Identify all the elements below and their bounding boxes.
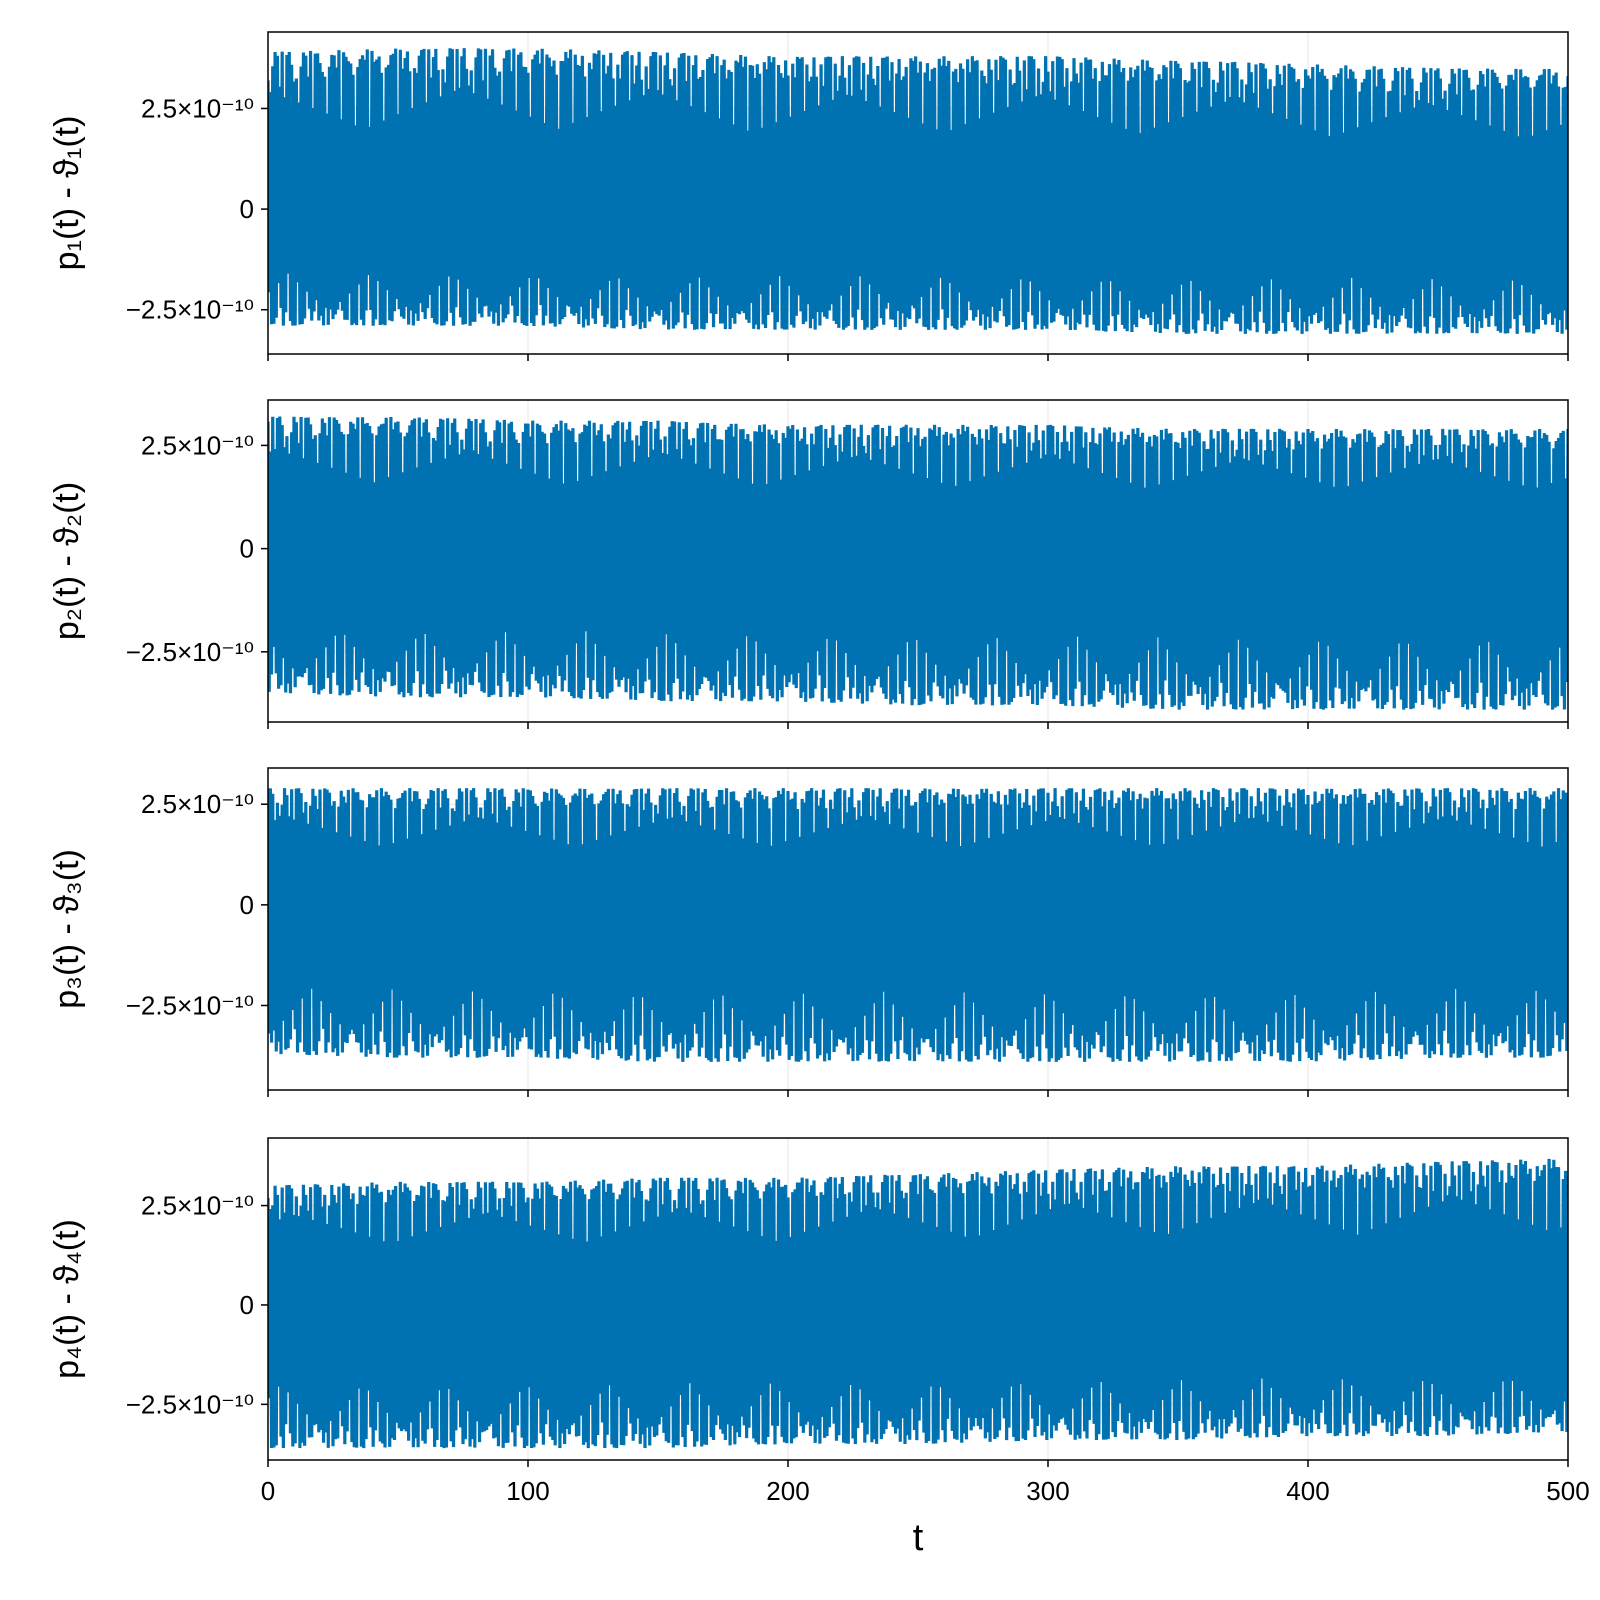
y-tick-label: −2.5×10⁻¹⁰ bbox=[126, 295, 254, 325]
y-axis-label: p₁(t) - ϑ₁(t) bbox=[48, 116, 86, 271]
series-line bbox=[268, 788, 1568, 1062]
panel-1: 2.5×10⁻¹⁰ 0 −2.5×10⁻¹⁰ p₁(t) - ϑ₁(t) bbox=[48, 31, 1569, 361]
plot-frame bbox=[267, 767, 1569, 1091]
y-axis-label: p₂(t) - ϑ₂(t) bbox=[48, 482, 86, 640]
y-tick-label: 2.5×10⁻¹⁰ bbox=[141, 1191, 254, 1221]
panel-4: 2.5×10⁻¹⁰ 0 −2.5×10⁻¹⁰ p₄(t) - ϑ₄(t) 0 100 200… bbox=[48, 1137, 1590, 1559]
y-tick-label: 2.5×10⁻¹⁰ bbox=[141, 93, 254, 123]
y-tick-label: 0 bbox=[240, 890, 254, 920]
y-tick-label: −2.5×10⁻¹⁰ bbox=[126, 637, 254, 667]
y-axis-label: p₃(t) - ϑ₃(t) bbox=[48, 849, 86, 1009]
y-tick-label: −2.5×10⁻¹⁰ bbox=[126, 1389, 254, 1419]
plot-frame bbox=[267, 1137, 1569, 1461]
y-tick-label: 0 bbox=[240, 534, 254, 564]
panel-3: 2.5×10⁻¹⁰ 0 −2.5×10⁻¹⁰ p₃(t) - ϑ₃(t) bbox=[48, 767, 1569, 1097]
x-axis-label: t bbox=[913, 1517, 924, 1559]
x-tick-label: 200 bbox=[766, 1476, 809, 1506]
y-tick-label: 0 bbox=[240, 194, 254, 224]
x-tick-label: 100 bbox=[506, 1476, 549, 1506]
x-tick-label: 400 bbox=[1286, 1476, 1329, 1506]
y-axis-label: p₄(t) - ϑ₄(t) bbox=[48, 1219, 86, 1379]
x-tick-label: 0 bbox=[261, 1476, 275, 1506]
y-tick-label: −2.5×10⁻¹⁰ bbox=[126, 990, 254, 1020]
x-tick-label: 500 bbox=[1546, 1476, 1589, 1506]
panel-2: 2.5×10⁻¹⁰ 0 −2.5×10⁻¹⁰ p₂(t) - ϑ₂(t) bbox=[48, 399, 1569, 729]
plot-frame bbox=[267, 399, 1569, 723]
series-line bbox=[268, 416, 1568, 710]
y-tick-label: 2.5×10⁻¹⁰ bbox=[141, 430, 254, 460]
plot-frame bbox=[267, 31, 1569, 355]
series-line bbox=[268, 48, 1568, 334]
series-line bbox=[268, 1158, 1568, 1449]
y-tick-label: 0 bbox=[240, 1290, 254, 1320]
y-tick-label: 2.5×10⁻¹⁰ bbox=[141, 789, 254, 819]
x-tick-label: 300 bbox=[1026, 1476, 1069, 1506]
